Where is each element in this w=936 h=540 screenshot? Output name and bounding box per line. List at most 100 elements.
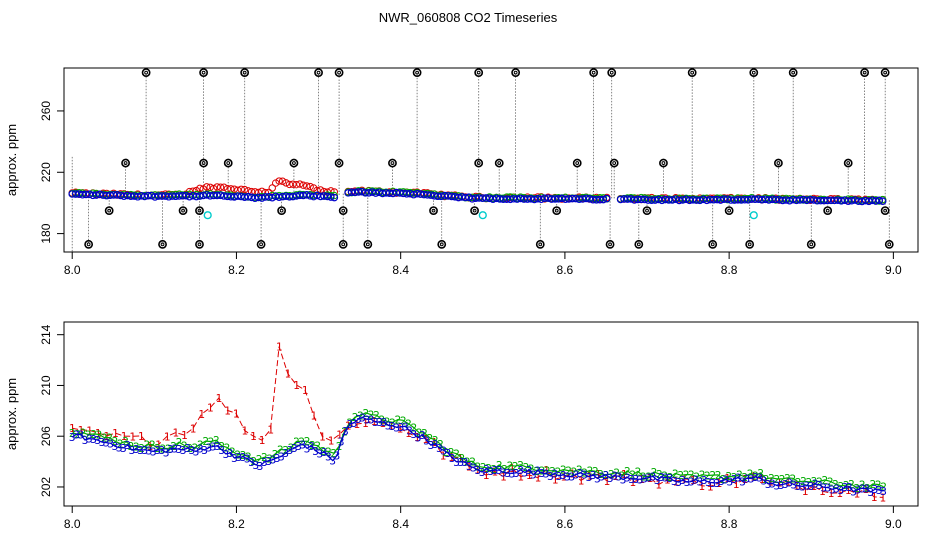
series-marker: 2 — [741, 471, 748, 484]
x-tick-label: 8.2 — [228, 517, 245, 531]
flag-marker — [774, 158, 783, 168]
series-marker: 1 — [578, 474, 585, 487]
series-marker: 2 — [854, 482, 861, 495]
flag-marker-inner — [612, 161, 617, 165]
series-marker: 2 — [768, 472, 775, 485]
series-marker: 2 — [795, 476, 802, 489]
series-marker: 3 — [248, 456, 255, 469]
series-marker: 1 — [681, 473, 688, 486]
series-marker: 3 — [90, 433, 97, 446]
series-marker: 2 — [288, 441, 295, 454]
flag-marker — [388, 158, 397, 168]
series-marker: 1 — [215, 392, 222, 405]
series-marker: 2 — [779, 473, 786, 486]
flag-marker-inner — [591, 70, 596, 75]
series-marker: 3 — [688, 476, 695, 489]
data-point — [278, 177, 287, 185]
series-marker: 2 — [346, 417, 353, 430]
data-point — [220, 183, 228, 191]
series-marker: 2 — [875, 478, 882, 491]
series-marker: 2 — [176, 436, 183, 449]
y-tick-label: 180 — [39, 223, 53, 243]
series-marker: 2 — [640, 470, 647, 483]
data-point — [233, 192, 242, 200]
data-point — [292, 180, 301, 189]
data-point — [244, 192, 252, 201]
flag-marker — [745, 239, 755, 249]
series-marker: 2 — [672, 467, 679, 480]
series-marker: 3 — [722, 474, 729, 487]
series-marker: 2 — [122, 435, 129, 448]
flag-marker — [724, 206, 734, 215]
data-point — [327, 193, 335, 201]
series-marker: 1 — [155, 439, 162, 452]
series-marker: 1 — [172, 427, 179, 440]
series-marker: 3 — [351, 417, 358, 430]
series-marker: 3 — [586, 471, 593, 484]
series-marker: 3 — [487, 465, 494, 478]
series-marker: 3 — [782, 478, 789, 491]
series-marker: 3 — [820, 481, 827, 494]
series-marker: 3 — [748, 473, 755, 486]
data-point — [537, 195, 546, 204]
flag-marker-inner — [776, 161, 781, 165]
series-marker: 3 — [338, 436, 345, 449]
data-point — [602, 194, 611, 203]
series-marker: 2 — [101, 432, 108, 445]
data-point — [468, 195, 477, 203]
series-marker: 1 — [414, 431, 421, 444]
series-marker: 3 — [342, 425, 349, 438]
series-marker: 3 — [667, 472, 674, 485]
series-marker: 1 — [95, 427, 102, 440]
series-marker: 2 — [245, 451, 252, 464]
series-marker: 2 — [592, 465, 599, 478]
series-marker: 3 — [231, 452, 238, 465]
series-marker: 2 — [272, 448, 279, 461]
data-point — [113, 191, 121, 199]
series-marker: 3 — [291, 442, 298, 455]
series-marker: 2 — [699, 469, 706, 482]
series-marker: 3 — [880, 485, 887, 498]
series-marker: 3 — [334, 449, 341, 462]
series-marker: 3 — [744, 472, 751, 485]
data-point — [144, 191, 152, 200]
x-tick-label: 8.2 — [228, 263, 245, 277]
series-marker: 3 — [287, 444, 294, 457]
plot-frame — [63, 67, 919, 253]
series-marker: 2 — [165, 442, 172, 455]
series-marker: 3 — [761, 474, 768, 487]
series-marker: 3 — [389, 420, 396, 433]
series-3: 3333333333333333333333333333333333333333… — [69, 411, 887, 499]
series-marker: 3 — [368, 413, 375, 426]
data-point — [599, 195, 608, 204]
series-marker: 3 — [77, 429, 84, 442]
series-marker: 3 — [581, 468, 588, 481]
series-marker: 3 — [842, 481, 849, 494]
flag-marker-inner — [415, 70, 419, 75]
data-point — [240, 185, 249, 194]
series-marker: 3 — [86, 433, 93, 446]
series-marker: 2 — [859, 478, 866, 491]
series-marker: 2 — [405, 418, 412, 431]
series-marker: 3 — [496, 464, 503, 477]
flag-marker-inner — [513, 70, 518, 75]
series-marker: 3 — [95, 434, 102, 447]
series-marker: 3 — [453, 456, 460, 469]
flag-marker — [240, 68, 250, 77]
series-marker: 2 — [683, 469, 690, 482]
series-marker: 2 — [870, 478, 877, 491]
y-axis-label: approx. ppm — [4, 124, 19, 196]
series-marker: 3 — [564, 471, 571, 484]
series-marker: 3 — [223, 448, 230, 461]
data-point — [302, 191, 311, 199]
series-marker: 3 — [265, 455, 272, 468]
series-marker: 2 — [528, 462, 535, 475]
flag-marker-inner — [554, 208, 559, 213]
flag-marker-inner — [337, 70, 341, 75]
flag-marker-inner — [887, 242, 892, 247]
data-point — [878, 197, 887, 206]
y-axis-label: approx. ppm — [4, 378, 19, 450]
x-tick-label: 9.0 — [885, 263, 902, 277]
plot-area — [68, 68, 894, 252]
data-point — [723, 195, 732, 203]
